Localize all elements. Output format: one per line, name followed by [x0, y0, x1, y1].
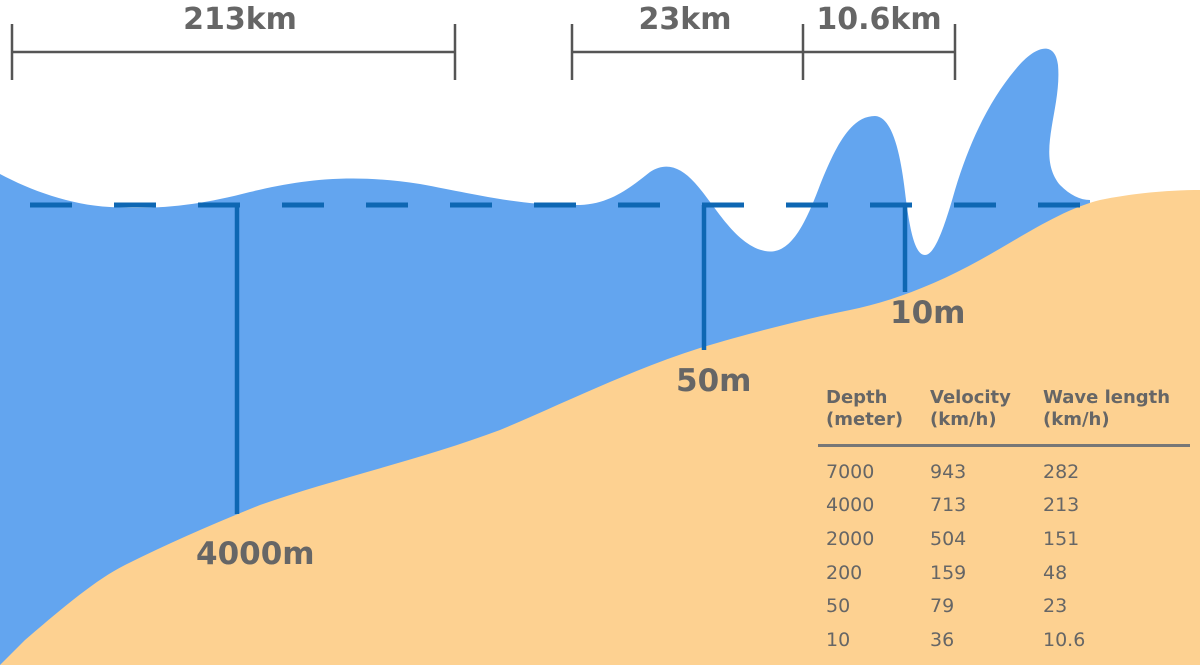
- depth-label-4000: 4000m: [196, 536, 315, 572]
- bracket-213km: [10, 24, 457, 80]
- table-row: 50 79 23: [826, 595, 1068, 618]
- depth-label-10: 10m: [890, 295, 965, 331]
- header-wave-length: Wave length (km/h): [1043, 387, 1171, 430]
- distance-label-213km: 213km: [183, 2, 297, 37]
- table-row: 4000 713 213: [826, 494, 1080, 517]
- table-header: Depth (meter) Velocity (km/h) Wave lengt…: [818, 386, 1190, 447]
- sea-floor: [0, 190, 1200, 665]
- bracket-10.6km: [803, 24, 957, 80]
- table-row: 10 36 10.6: [826, 628, 1086, 651]
- table-row: 2000 504 151: [826, 527, 1080, 550]
- depth-velocity-table: Depth (meter) Velocity (km/h) Wave lengt…: [818, 386, 1190, 657]
- header-velocity: Velocity (km/h): [930, 387, 1011, 430]
- table-row: 7000 943 282: [826, 460, 1080, 483]
- header-depth: Depth (meter): [826, 387, 904, 430]
- distance-label-10.6km: 10.6km: [816, 2, 941, 37]
- depth-label-50: 50m: [676, 363, 751, 399]
- distance-label-23km: 23km: [639, 2, 732, 37]
- table-row: 200 159 48: [826, 561, 1068, 584]
